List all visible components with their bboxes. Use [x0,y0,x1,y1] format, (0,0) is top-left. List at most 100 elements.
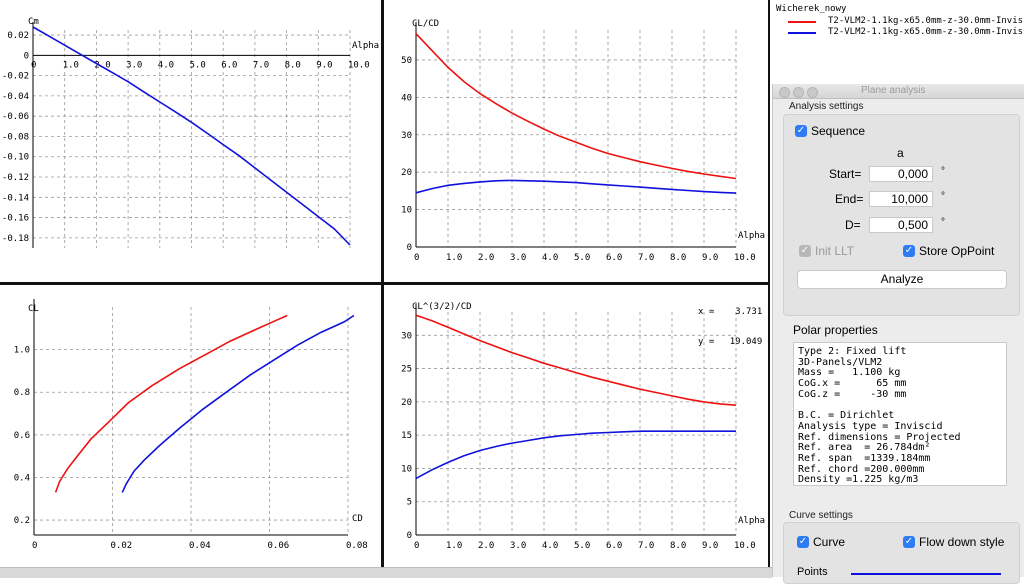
end-unit: ° [941,191,945,202]
y-tick-label: 0.6 [14,431,30,441]
x-axis-label: Alpha [738,516,765,526]
points-style-line[interactable] [851,573,1001,575]
x-tick-label: 3.0 [510,253,526,263]
delta-label: D= [845,218,861,232]
series-line-blue [415,179,737,194]
end-label: End= [835,192,864,206]
flow-down-label: Flow down style [919,535,1005,549]
y-tick-label: -0.10 [2,153,29,163]
x-tick-label: 9.0 [702,253,718,263]
cursor-x-value: 3.731 [735,307,763,317]
y-tick-label: 20 [401,168,412,178]
zoom-window-icon[interactable] [807,87,818,98]
delta-input[interactable]: 0,500 [869,217,933,233]
x-tick-label: 9.0 [702,541,718,551]
series-line-red [415,314,737,406]
store-oppoint-checkbox[interactable]: ✓ Store OpPoint [903,244,994,258]
x-tick-label: 10.0 [734,253,756,263]
bottom-scrollbar[interactable] [0,567,772,578]
store-oppoint-label: Store OpPoint [919,244,995,258]
legend-label: T2-VLM2-1.1kg-x65.0mm-z-30.0mm-Inviscid [828,16,1024,26]
start-input[interactable]: 0,000 [869,166,933,182]
start-unit: ° [941,166,945,177]
series-line-blue [121,314,355,493]
x-tick-label: 7.0 [638,253,654,263]
x-tick-label: 4.0 [542,253,558,263]
y-axis-label: CL^(3/2)/CD [412,302,472,312]
polar-properties-text: Type 2: Fixed lift 3D-Panels/VLM2 Mass =… [793,342,1007,486]
y-tick-label: 10 [401,206,412,216]
series-line-blue [32,26,351,246]
legend-title: Wicherek_nowy [776,4,847,14]
polar-properties-heading: Polar properties [793,323,878,337]
y-tick-label: 0.2 [14,516,30,526]
y-tick-label: -0.14 [2,193,29,203]
chart-cm-vs-alpha[interactable]: 0 1.0 2.0 3.0 4.0 5.0 6.0 7.0 8.0 9.0 10.00.020-0.… [0,0,381,282]
y-tick-label: 30 [401,131,412,141]
y-tick-label: 1.0 [14,346,30,356]
cursor-x-label: x = [698,307,715,317]
flow-down-checkbox[interactable]: ✓ Flow down style [903,535,1004,549]
sequence-checkbox[interactable]: ✓ Sequence [795,124,865,138]
y-tick-label: -0.16 [2,214,29,224]
x-tick-label: 6.0 [606,541,622,551]
chart-clcd-vs-alpha[interactable]: 0 1.0 2.0 3.0 4.0 5.0 6.0 7.0 8.0 9.0 10.0 0 10 20 30 4… [384,0,768,282]
x-tick-label: 0 [414,541,419,551]
pane-divider-right [768,0,770,567]
x-tick-label: 0.06 [268,541,290,551]
x-tick-label: 1.0 [446,541,462,551]
analysis-settings-heading: Analysis settings [789,101,864,112]
y-tick-label: -0.18 [2,234,29,244]
y-tick-label: 0.8 [14,388,30,398]
y-tick-label: 50 [401,56,412,66]
x-tick-label: 9.0 [316,60,332,70]
series-line-red [415,33,737,180]
y-tick-label: 15 [401,431,412,441]
y-tick-label: -0.12 [2,173,29,183]
minimize-window-icon[interactable] [793,87,804,98]
y-axis-label: CL [28,304,39,314]
y-axis-label: CL/CD [412,19,439,29]
y-tick-label: 25 [401,365,412,375]
check-icon: ✓ [903,536,915,548]
init-llt-label: Init LLT [815,244,855,258]
x-tick-label: 0.04 [189,541,211,551]
y-tick-label: 0 [407,531,412,541]
close-window-icon[interactable] [779,87,790,98]
y-tick-label: 0 [24,51,29,61]
chart-cl32cd-vs-alpha[interactable]: 0 1.0 2.0 3.0 4.0 5.0 6.0 7.0 8.0 9.0 10.0 0 5 10 15 20… [384,285,768,567]
x-tick-label: 10.0 [348,60,370,70]
init-llt-checkbox[interactable]: ✓ Init LLT [799,244,854,258]
x-axis-label: CD [352,514,363,524]
legend-entry: T2-VLM2-1.1kg-x65.0mm-z-30.0mm-Inviscid [788,16,1024,27]
check-icon: ✓ [797,536,809,548]
y-tick-label: 10 [401,464,412,474]
chart-cl-vs-cd[interactable]: 0 0.02 0.04 0.06 0.08 0.2 0.4 0.6 0.8 1.0 CL CD [0,285,381,567]
x-tick-label: 5.0 [190,60,206,70]
y-tick-label: 20 [401,398,412,408]
y-tick-label: 0.4 [14,473,30,483]
y-tick-label: 5 [407,498,412,508]
x-tick-label: 8.0 [670,253,686,263]
check-icon: ✓ [903,245,915,257]
x-tick-label: 7.0 [638,541,654,551]
y-tick-label: -0.08 [2,132,29,142]
points-label: Points [797,566,828,578]
legend-line-blue [788,32,816,34]
pane-divider-horizontal[interactable] [0,282,770,285]
x-tick-label: 8.0 [285,60,301,70]
cursor-y-value: 19.049 [729,337,763,347]
x-tick-label: 1.0 [63,60,79,70]
curve-checkbox[interactable]: ✓ Curve [797,535,845,549]
x-tick-label: 2.0 [94,60,110,70]
dialog-titlebar[interactable]: Plane analysis [773,84,1024,99]
end-input[interactable]: 10,000 [869,191,933,207]
analyze-button[interactable]: Analyze [797,270,1007,289]
x-tick-label: 5.0 [574,541,590,551]
y-tick-label: 0 [407,243,412,253]
x-axis-label: Alpha [738,231,765,241]
y-tick-label: -0.04 [2,92,29,102]
legend-line-red [788,21,816,23]
x-tick-label: 6.0 [606,253,622,263]
check-icon: ✓ [795,125,807,137]
